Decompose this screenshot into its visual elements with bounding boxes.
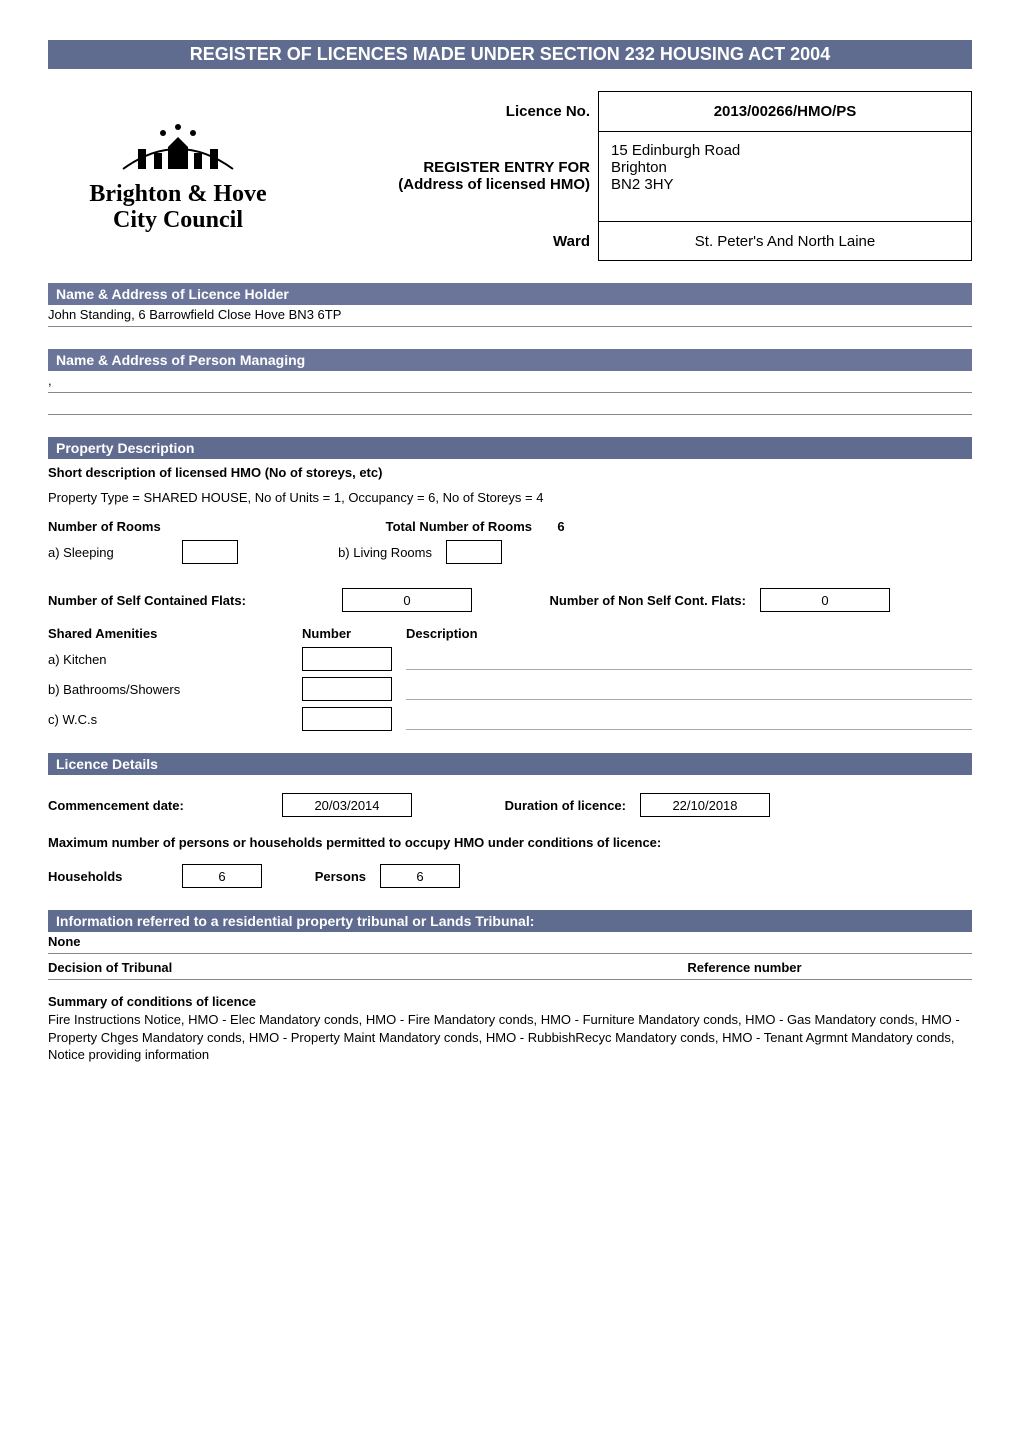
ward-value: St. Peter's And North Laine xyxy=(598,221,972,261)
amenity-bathrooms-desc xyxy=(406,678,972,700)
sleeping-label: a) Sleeping xyxy=(48,545,168,560)
short-desc-label: Short description of licensed HMO (No of… xyxy=(48,465,972,480)
address-line3: BN2 3HY xyxy=(611,176,674,193)
address-line2: Brighton xyxy=(611,159,667,176)
council-name: Brighton & Hove City Council xyxy=(89,181,266,234)
council-name-line1: Brighton & Hove xyxy=(89,181,266,207)
amenity-kitchen-desc xyxy=(406,648,972,670)
number-header: Number xyxy=(302,626,392,641)
sleeping-value-box xyxy=(182,540,238,564)
licensed-address: 15 Edinburgh Road Brighton BN2 3HY xyxy=(598,131,972,221)
licence-no-value: 2013/00266/HMO/PS xyxy=(598,91,972,131)
duration-value: 22/10/2018 xyxy=(640,793,770,817)
self-contained-flats-label: Number of Self Contained Flats: xyxy=(48,593,328,608)
decision-of-tribunal-label: Decision of Tribunal xyxy=(48,960,503,975)
header-block: Brighton & Hove City Council Licence No.… xyxy=(48,91,972,261)
commencement-date-label: Commencement date: xyxy=(48,798,268,813)
licence-holder-value: John Standing, 6 Barrowfield Close Hove … xyxy=(48,307,972,327)
reference-number-label: Reference number xyxy=(517,960,972,975)
property-description-section-title: Property Description xyxy=(48,437,972,459)
households-value: 6 xyxy=(182,864,262,888)
ward-label: Ward xyxy=(308,233,598,250)
licence-details-section-title: Licence Details xyxy=(48,753,972,775)
living-rooms-label: b) Living Rooms xyxy=(252,545,432,560)
amenity-kitchen-number xyxy=(302,647,392,671)
summary-conditions-body: Fire Instructions Notice, HMO - Elec Man… xyxy=(48,1011,972,1064)
non-self-contained-flats-label: Number of Non Self Cont. Flats: xyxy=(486,593,746,608)
person-managing-value: , xyxy=(48,373,972,393)
households-label: Households xyxy=(48,869,168,884)
register-entry-label: REGISTER ENTRY FOR (Address of licensed … xyxy=(308,159,598,193)
shared-amenities-block: Shared Amenities Number Description a) K… xyxy=(48,626,972,731)
summary-conditions-title: Summary of conditions of licence xyxy=(48,994,972,1009)
page-title-bar: REGISTER OF LICENCES MADE UNDER SECTION … xyxy=(48,40,972,69)
licence-no-label: Licence No. xyxy=(308,103,598,120)
amenity-kitchen-label: a) Kitchen xyxy=(48,652,288,667)
duration-label: Duration of licence: xyxy=(426,798,626,813)
council-logo-block: Brighton & Hove City Council xyxy=(48,119,308,234)
amenity-wcs-number xyxy=(302,707,392,731)
self-contained-flats-value: 0 xyxy=(342,588,472,612)
tribunal-section-title: Information referred to a residential pr… xyxy=(48,910,972,932)
person-managing-line2 xyxy=(48,395,972,415)
amenity-bathrooms-number xyxy=(302,677,392,701)
total-rooms-value: 6 xyxy=(546,519,576,534)
shared-amenities-label: Shared Amenities xyxy=(48,626,288,641)
council-name-line2: City Council xyxy=(89,207,266,233)
living-rooms-value-box xyxy=(446,540,502,564)
licence-holder-section-title: Name & Address of Licence Holder xyxy=(48,283,972,305)
amenity-wcs-label: c) W.C.s xyxy=(48,712,288,727)
persons-value: 6 xyxy=(380,864,460,888)
description-header: Description xyxy=(406,626,972,641)
tribunal-none: None xyxy=(48,934,972,954)
person-managing-section-title: Name & Address of Person Managing xyxy=(48,349,972,371)
address-line1: 15 Edinburgh Road xyxy=(611,142,740,159)
non-self-contained-flats-value: 0 xyxy=(760,588,890,612)
max-persons-label: Maximum number of persons or households … xyxy=(48,835,972,850)
register-entry-label-line2: (Address of licensed HMO) xyxy=(308,176,590,193)
amenity-bathrooms-label: b) Bathrooms/Showers xyxy=(48,682,288,697)
commencement-date-value: 20/03/2014 xyxy=(282,793,412,817)
short-desc-value: Property Type = SHARED HOUSE, No of Unit… xyxy=(48,490,972,505)
total-rooms-label: Total Number of Rooms xyxy=(302,519,532,534)
amenity-wcs-desc xyxy=(406,708,972,730)
council-logo-icon xyxy=(118,119,238,179)
number-of-rooms-label: Number of Rooms xyxy=(48,519,288,534)
register-entry-label-line1: REGISTER ENTRY FOR xyxy=(308,159,590,176)
persons-label: Persons xyxy=(276,869,366,884)
